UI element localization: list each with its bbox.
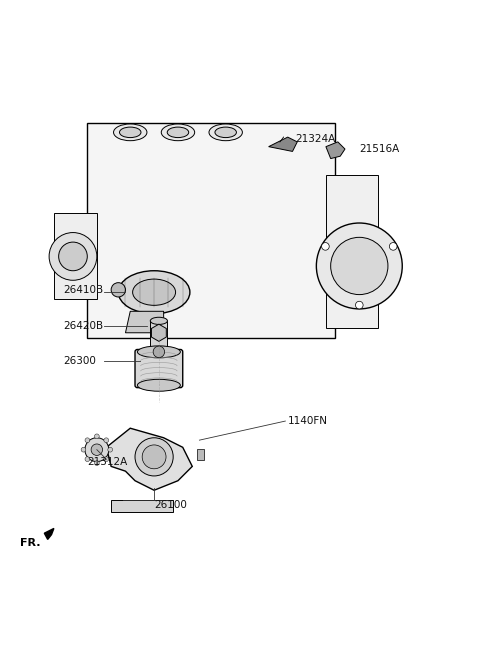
Circle shape: [85, 457, 90, 462]
Polygon shape: [151, 324, 166, 341]
Polygon shape: [326, 142, 345, 159]
FancyBboxPatch shape: [197, 449, 204, 461]
Text: 21324A: 21324A: [295, 134, 335, 144]
Ellipse shape: [118, 271, 190, 314]
Circle shape: [81, 447, 86, 452]
Ellipse shape: [150, 318, 168, 325]
Ellipse shape: [120, 127, 141, 138]
Circle shape: [322, 243, 329, 250]
Circle shape: [135, 438, 173, 476]
FancyBboxPatch shape: [87, 123, 336, 338]
Polygon shape: [44, 529, 54, 539]
Ellipse shape: [215, 127, 237, 138]
Circle shape: [356, 301, 363, 309]
Circle shape: [104, 438, 108, 443]
Text: 21312A: 21312A: [87, 457, 128, 466]
Circle shape: [59, 242, 87, 271]
Ellipse shape: [137, 346, 180, 358]
Circle shape: [49, 233, 97, 280]
Circle shape: [104, 457, 108, 462]
Ellipse shape: [132, 279, 176, 305]
FancyBboxPatch shape: [111, 500, 173, 512]
Polygon shape: [107, 428, 192, 490]
Circle shape: [316, 223, 402, 309]
FancyBboxPatch shape: [54, 213, 97, 299]
Text: 26420B: 26420B: [63, 321, 104, 331]
Text: 26410B: 26410B: [63, 285, 104, 295]
Ellipse shape: [167, 127, 189, 138]
Text: 21516A: 21516A: [360, 144, 399, 154]
Circle shape: [142, 445, 166, 469]
Ellipse shape: [209, 124, 242, 140]
Text: 1140FN: 1140FN: [288, 416, 328, 426]
Text: 26300: 26300: [63, 356, 96, 367]
Text: 26100: 26100: [154, 500, 187, 510]
Ellipse shape: [161, 124, 195, 140]
Polygon shape: [125, 312, 164, 333]
Circle shape: [111, 283, 125, 297]
Circle shape: [153, 346, 165, 358]
Circle shape: [85, 438, 90, 443]
Circle shape: [389, 243, 397, 250]
Circle shape: [331, 237, 388, 295]
Text: FR.: FR.: [21, 537, 41, 548]
Circle shape: [95, 461, 99, 466]
Circle shape: [91, 444, 103, 455]
FancyBboxPatch shape: [150, 321, 168, 347]
FancyBboxPatch shape: [326, 175, 378, 328]
Circle shape: [85, 438, 109, 462]
FancyBboxPatch shape: [135, 350, 183, 388]
Ellipse shape: [137, 379, 180, 391]
Circle shape: [95, 434, 99, 439]
Ellipse shape: [114, 124, 147, 140]
Polygon shape: [269, 137, 297, 152]
Circle shape: [108, 447, 113, 452]
FancyBboxPatch shape: [154, 346, 164, 354]
